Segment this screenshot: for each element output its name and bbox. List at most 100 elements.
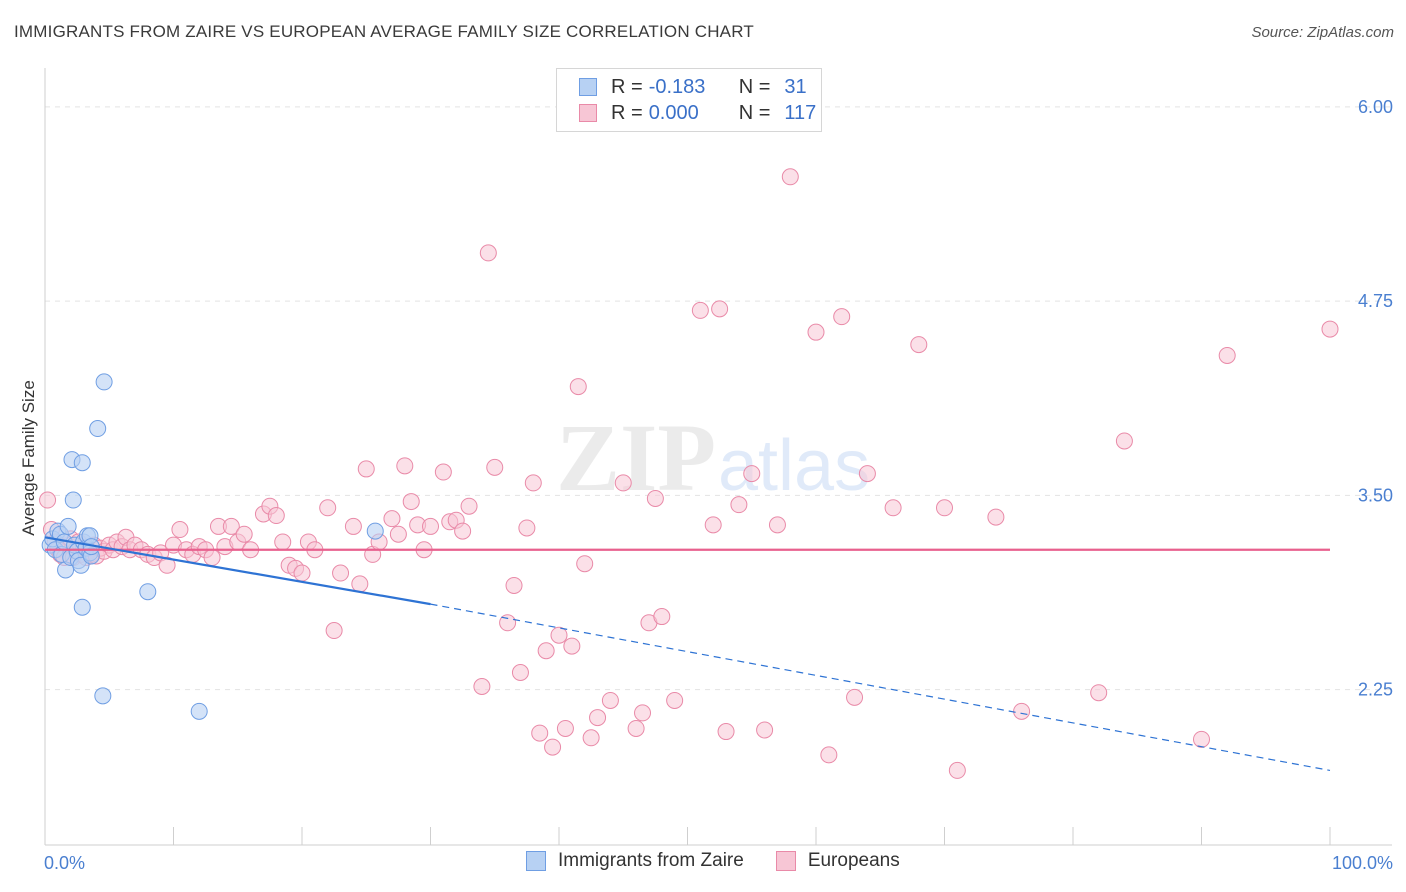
europeans-point xyxy=(858,465,876,483)
europeans-point xyxy=(537,642,555,660)
europeans-point xyxy=(422,517,439,535)
europeans-point xyxy=(936,499,953,517)
europeans-point xyxy=(505,576,523,594)
zaire-legend-swatch xyxy=(526,851,546,871)
axes xyxy=(44,68,1392,846)
europeans-point xyxy=(434,463,452,481)
europeans-point xyxy=(550,626,568,644)
legend-r-label: R = xyxy=(611,101,643,124)
europeans-point xyxy=(203,549,221,567)
zaire-point xyxy=(366,522,384,540)
watermark-zip: ZIP xyxy=(556,404,716,511)
trend-lines xyxy=(44,536,1331,771)
europeans-point xyxy=(396,457,414,475)
legend-n-label: N = xyxy=(738,101,771,124)
europeans-point xyxy=(730,496,748,514)
europeans-point xyxy=(1090,684,1108,702)
europeans-point xyxy=(846,688,864,706)
series-legend: Immigrants from Zaire Europeans xyxy=(526,850,932,872)
legend-r-value: 0.000 xyxy=(648,101,699,124)
europeans-point xyxy=(319,499,337,517)
europeans-point xyxy=(524,474,542,492)
europeans-point xyxy=(454,522,472,540)
europeans-point xyxy=(486,458,504,476)
grid-lines xyxy=(45,106,1392,691)
europeans-point xyxy=(556,719,574,737)
europeans-points xyxy=(39,168,1339,779)
europeans-point xyxy=(576,555,594,573)
europeans-point xyxy=(171,521,189,539)
europeans-point xyxy=(158,556,176,574)
y-axis-title: Average Family Size xyxy=(19,380,38,536)
europeans-point xyxy=(344,517,362,535)
legend-item-zaire[interactable]: Immigrants from Zaire xyxy=(526,850,744,872)
europeans-point xyxy=(987,508,1005,526)
europeans-point xyxy=(717,723,735,741)
legend-row-zaire: R = -0.183 N = 31 xyxy=(579,75,807,99)
legend-r-value: -0.183 xyxy=(648,75,706,98)
europeans-point xyxy=(807,323,825,341)
europeans-point xyxy=(460,497,478,515)
chart-title: IMMIGRANTS FROM ZAIRE VS EUROPEAN AVERAG… xyxy=(14,22,754,41)
europeans-point xyxy=(499,614,517,632)
zaire-point xyxy=(89,420,107,438)
europeans-point xyxy=(267,507,285,525)
europeans-point xyxy=(383,510,401,528)
zaire-point xyxy=(64,491,82,509)
zaire-point xyxy=(73,454,91,472)
europeans-point xyxy=(235,525,253,543)
europeans-point xyxy=(884,499,902,517)
europeans-point xyxy=(1321,320,1339,338)
europeans-point xyxy=(614,474,632,492)
europeans-point xyxy=(582,729,600,747)
europeans-point xyxy=(711,300,729,318)
europeans-point xyxy=(332,564,350,582)
europeans-point xyxy=(948,761,966,779)
europeans-point xyxy=(389,525,407,543)
watermark-atlas: atlas xyxy=(718,426,870,506)
europeans-point xyxy=(756,721,774,739)
y-tick-label: 2.25 xyxy=(1358,680,1393,700)
europeans-swatch xyxy=(579,104,597,122)
europeans-point xyxy=(274,533,292,551)
europeans-point xyxy=(473,677,491,695)
europeans-point xyxy=(910,336,928,354)
zaire-legend-label: Immigrants from Zaire xyxy=(558,850,744,871)
legend-row-europeans: R = 0.000 N = 117 xyxy=(579,101,816,125)
europeans-point xyxy=(781,168,799,186)
europeans-point xyxy=(743,465,761,483)
europeans-point xyxy=(293,564,311,582)
tick-labels: 2.25 3.50 4.75 6.00 0.0% 100.0% xyxy=(44,97,1393,873)
zaire-trend-line xyxy=(44,536,431,606)
europeans-point xyxy=(704,516,722,534)
legend-r-label: R = xyxy=(611,75,643,98)
europeans-point xyxy=(627,719,645,737)
europeans-point xyxy=(351,575,369,593)
zaire-point xyxy=(73,598,91,616)
europeans-point xyxy=(666,691,684,709)
europeans-point xyxy=(601,691,619,709)
europeans-point xyxy=(1115,432,1133,450)
zaire-point xyxy=(95,373,113,391)
europeans-point xyxy=(589,709,607,727)
legend-item-europeans[interactable]: Europeans xyxy=(775,850,900,872)
europeans-point xyxy=(544,738,562,756)
europeans-point xyxy=(39,491,57,509)
legend-n-value: 31 xyxy=(784,75,807,98)
europeans-point xyxy=(518,519,536,537)
zaire-point xyxy=(59,517,77,535)
europeans-point xyxy=(357,460,375,478)
europeans-point xyxy=(511,664,529,682)
x-tick-label-max: 100.0% xyxy=(1332,853,1393,873)
europeans-point xyxy=(479,244,497,262)
europeans-point xyxy=(569,378,587,396)
europeans-point xyxy=(531,724,549,742)
zaire-point xyxy=(190,702,208,720)
zaire-point xyxy=(139,583,157,601)
source-label: Source: ZipAtlas.com xyxy=(1251,24,1394,41)
europeans-point xyxy=(634,704,652,722)
y-tick-label: 4.75 xyxy=(1358,291,1393,311)
zaire-points xyxy=(41,373,384,720)
europeans-point xyxy=(646,489,664,507)
